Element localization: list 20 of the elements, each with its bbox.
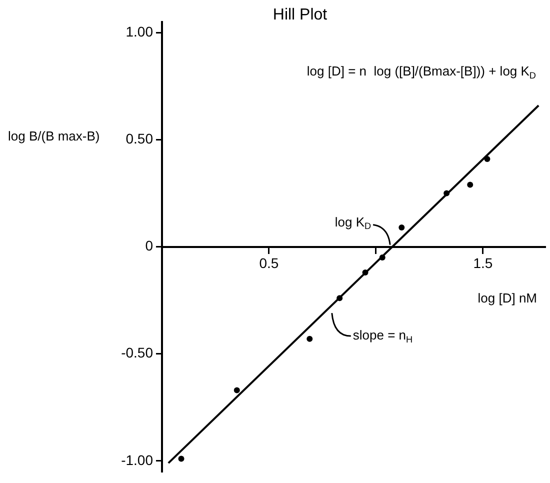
- x-tick-label: 0.5: [259, 255, 279, 272]
- x-tick-label: 1.5: [473, 255, 493, 272]
- y-axis-title: log B/(B max-B): [8, 128, 100, 144]
- y-tick-label: -1.00: [121, 452, 154, 468]
- point: [234, 387, 240, 394]
- y-tick-label: -0.50: [121, 344, 154, 361]
- y-tick-label: 0: [145, 238, 154, 254]
- point: [336, 295, 343, 302]
- y-tick-label: 1.00: [126, 24, 154, 40]
- point: [178, 456, 184, 462]
- chart-title: Hill Plot: [272, 6, 328, 24]
- point: [379, 254, 386, 261]
- point: [484, 156, 490, 162]
- point: [306, 336, 313, 342]
- x-axis-title: log [D] nM: [478, 290, 538, 306]
- y-tick-label: 0.50: [126, 130, 154, 147]
- point: [444, 190, 450, 196]
- point: [467, 182, 474, 188]
- point: [398, 224, 405, 231]
- point: [362, 269, 368, 276]
